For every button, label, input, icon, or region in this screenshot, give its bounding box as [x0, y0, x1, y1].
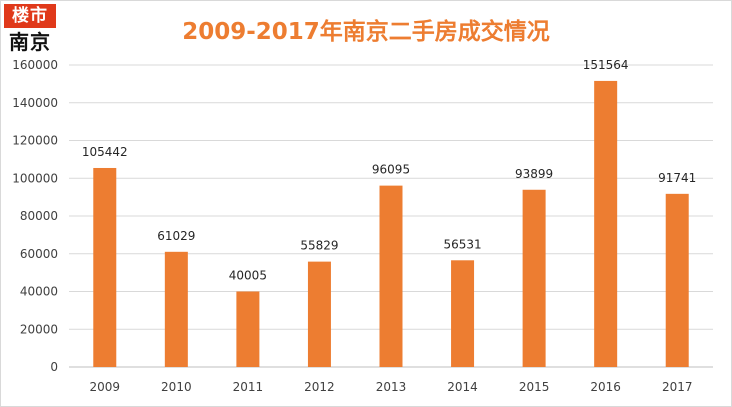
site-logo: 楼市 南京	[4, 4, 56, 56]
bar	[594, 80, 618, 368]
x-tick-label: 2011	[233, 380, 264, 394]
data-label: 96095	[372, 163, 410, 177]
bar	[665, 193, 689, 367]
data-label: 56531	[443, 237, 481, 251]
data-label: 40005	[229, 268, 267, 282]
data-label: 151564	[583, 58, 629, 72]
logo-bottom-text: 南京	[9, 30, 51, 54]
x-tick-label: 2012	[304, 380, 335, 394]
bar	[522, 189, 546, 367]
bar	[164, 251, 188, 367]
data-label: 61029	[157, 229, 195, 243]
data-label: 93899	[515, 167, 553, 181]
x-tick-label: 2010	[161, 380, 192, 394]
data-label: 105442	[82, 145, 128, 159]
bar	[93, 167, 117, 367]
y-tick-label: 80000	[20, 209, 58, 223]
x-tick-label: 2013	[376, 380, 407, 394]
x-tick-label: 2009	[90, 380, 121, 394]
y-tick-label: 120000	[12, 134, 58, 148]
x-tick-label: 2015	[519, 380, 550, 394]
y-tick-label: 100000	[12, 171, 58, 185]
x-tick-label: 2014	[447, 380, 478, 394]
chart-title: 2009-2017年南京二手房成交情况	[182, 19, 550, 45]
logo-top-text: 楼市	[4, 4, 56, 28]
data-label: 91741	[658, 171, 696, 185]
data-label: 55829	[300, 239, 338, 253]
y-tick-label: 0	[50, 360, 58, 374]
x-tick-label: 2017	[662, 380, 693, 394]
y-tick-label: 160000	[12, 58, 58, 72]
bar	[236, 291, 260, 367]
y-tick-label: 140000	[12, 96, 58, 110]
y-tick-label: 40000	[20, 285, 58, 299]
bar	[451, 260, 475, 367]
x-tick-label: 2016	[590, 380, 621, 394]
bar	[307, 261, 331, 367]
y-tick-label: 60000	[20, 247, 58, 261]
y-tick-label: 20000	[20, 322, 58, 336]
bar	[379, 185, 403, 367]
